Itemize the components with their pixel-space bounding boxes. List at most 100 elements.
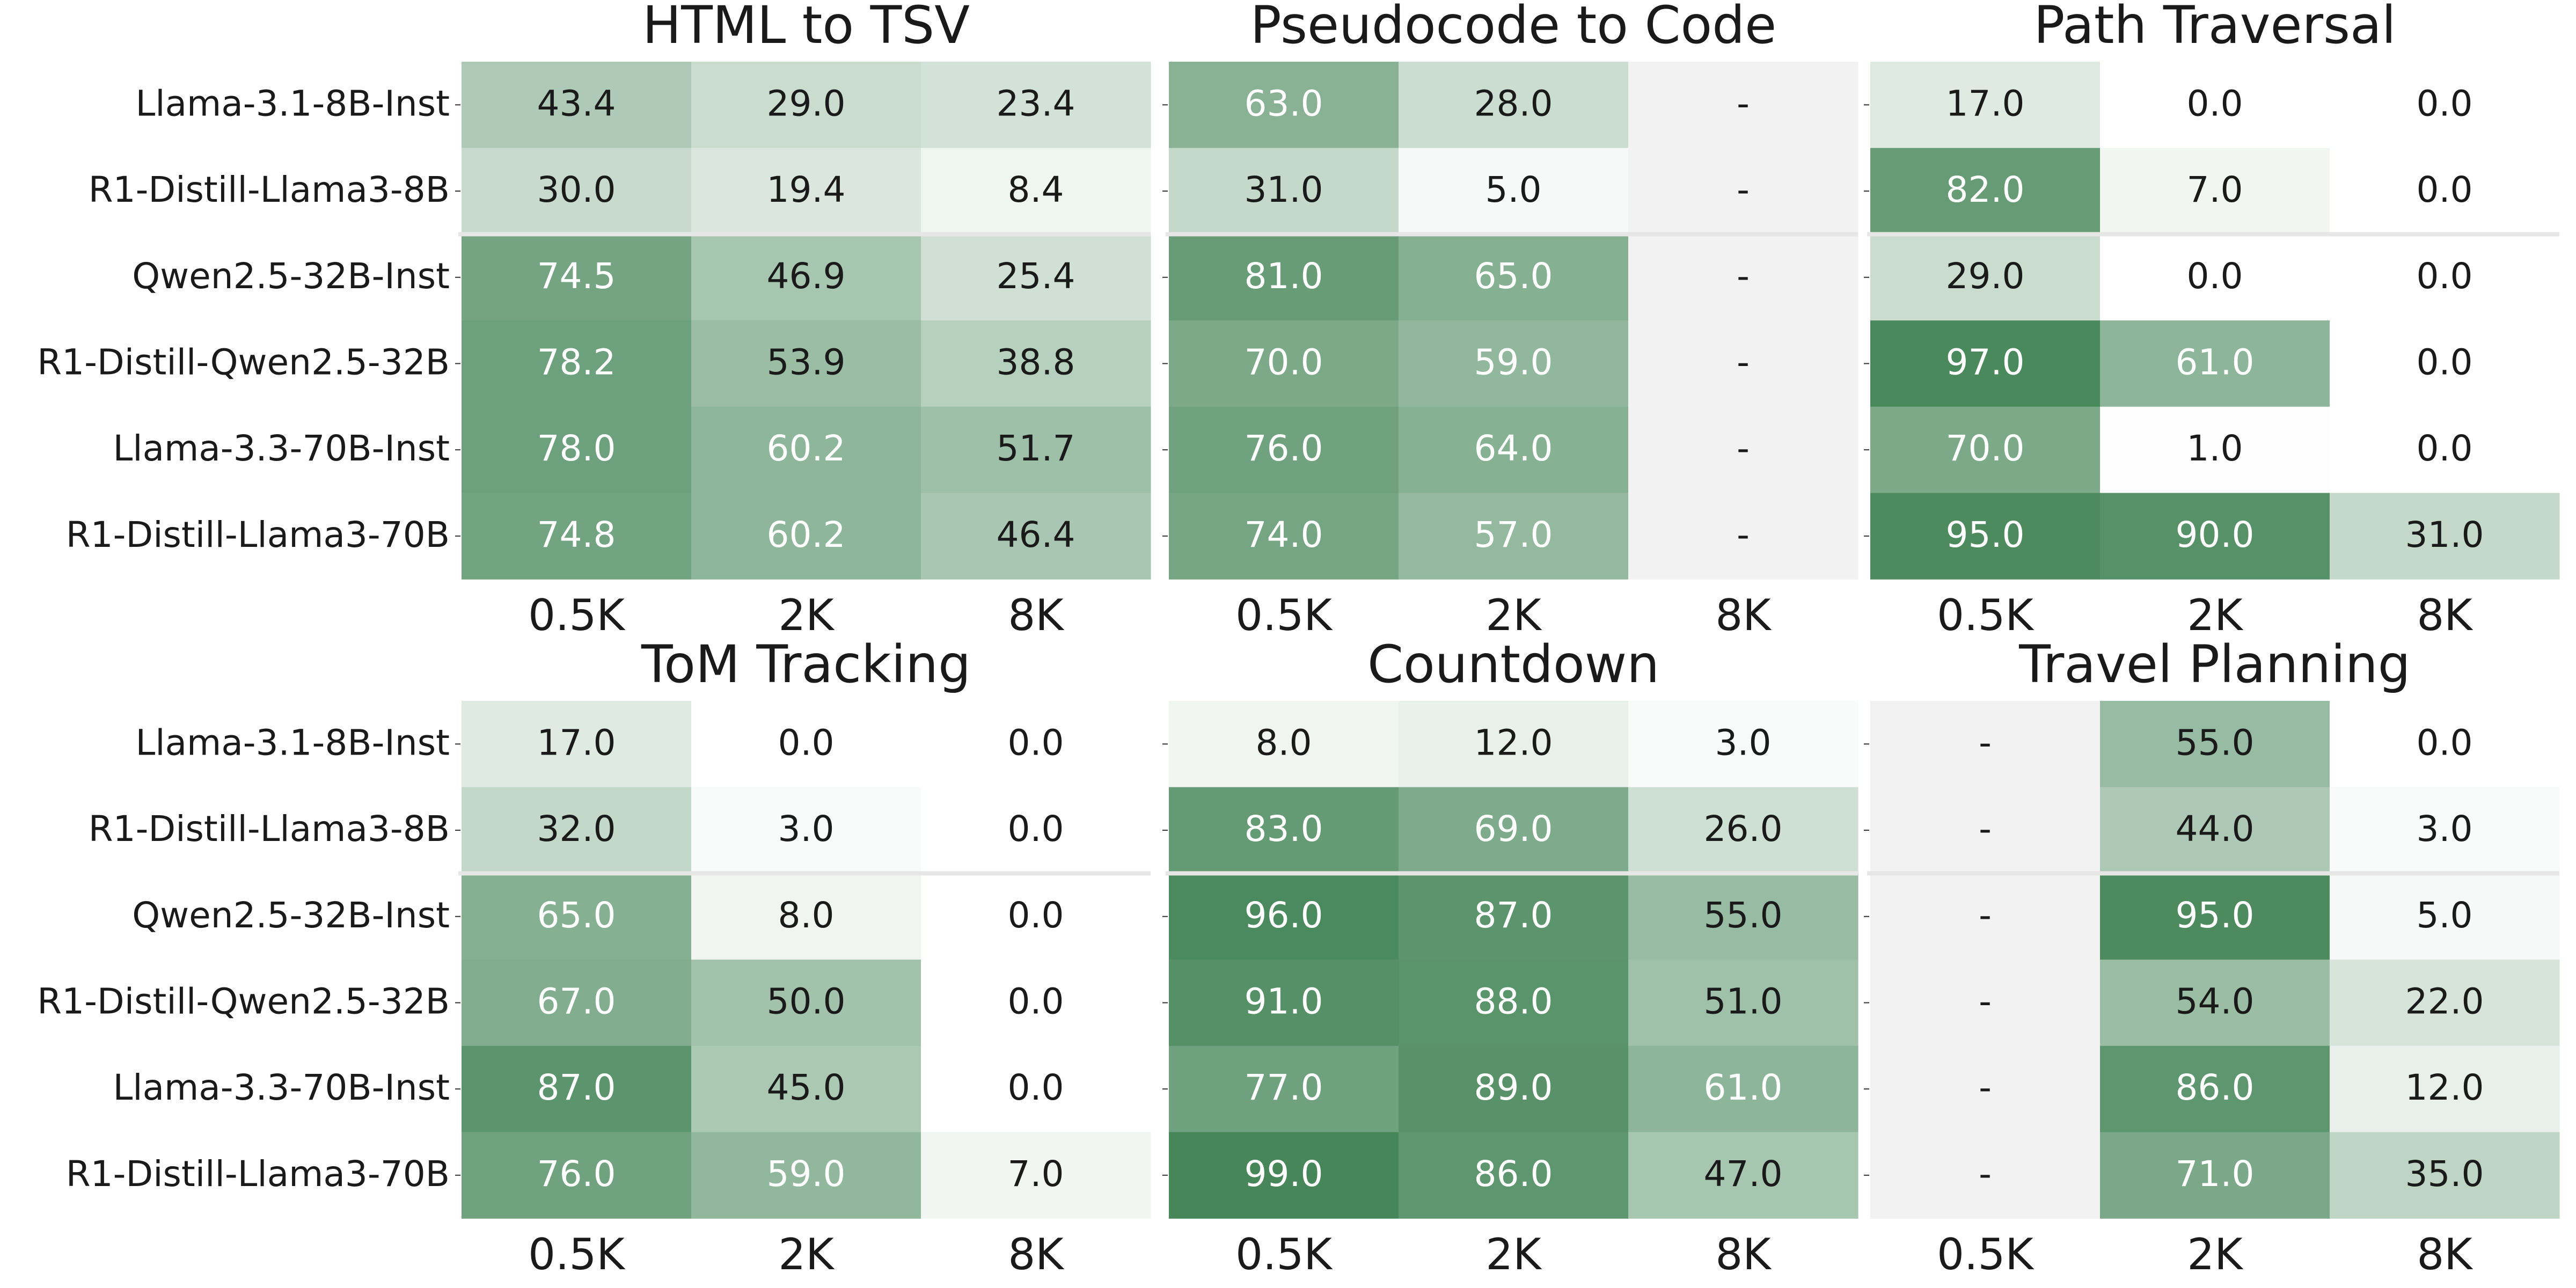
heatmap-cell [1399, 787, 1629, 874]
cell-value: 29.0 [767, 83, 846, 124]
cell-value: 86.0 [1474, 1153, 1553, 1195]
column-tick-label: 0.5K [528, 590, 626, 640]
heatmap-cell [462, 493, 692, 580]
cell-value: 8.0 [1256, 722, 1312, 763]
row-tick-label: R1-Distill-Qwen2.5-32B [37, 981, 450, 1022]
heatmap-cell [691, 493, 921, 580]
heatmap-cell [1628, 701, 1858, 788]
heatmap-cell [691, 148, 921, 235]
heatmap-cell [462, 406, 692, 494]
cell-value: 83.0 [1245, 808, 1323, 850]
heatmap-cell [1169, 62, 1399, 149]
heatmap-cell [1870, 787, 2101, 874]
cell-value: 74.0 [1245, 514, 1323, 555]
cell-value: 61.0 [1704, 1067, 1783, 1108]
panel-title: ToM Tracking [641, 634, 971, 694]
heatmap-cell [1169, 787, 1399, 874]
column-tick-label: 8K [1008, 590, 1065, 640]
heatmap-cell [2330, 493, 2560, 580]
cell-value: 45.0 [767, 1067, 846, 1108]
heatmap-cell [1628, 1132, 1858, 1219]
heatmap-cell [1169, 701, 1399, 788]
cell-value: 51.0 [1704, 981, 1783, 1022]
heatmap-cell [2100, 960, 2330, 1046]
heatmap-cell [1628, 493, 1858, 580]
cell-value: 78.2 [537, 342, 616, 383]
cell-value: 5.0 [1485, 169, 1542, 210]
cell-value: 77.0 [1245, 1067, 1323, 1108]
cell-value: 82.0 [1946, 169, 2025, 210]
heatmap-cell [691, 701, 921, 788]
heatmap-cell [1628, 320, 1858, 407]
heatmap-cell [2330, 873, 2560, 960]
row-tick-label: R1-Distill-Llama3-8B [89, 808, 450, 850]
heatmap-cell [462, 62, 692, 149]
cell-value: 38.8 [997, 342, 1075, 383]
heatmap-cell [921, 148, 1151, 235]
cell-value: - [1979, 1153, 1992, 1195]
heatmap-cell [462, 320, 692, 407]
heatmap-cell [1628, 62, 1858, 149]
heatmap-cell [1169, 1045, 1399, 1133]
cell-value: 7.0 [2187, 169, 2243, 210]
cell-value: 90.0 [2176, 514, 2255, 555]
row-tick-label: R1-Distill-Llama3-70B [66, 514, 450, 555]
heatmap-cell [691, 62, 921, 149]
cell-value: 31.0 [1245, 169, 1323, 210]
column-tick-label: 2K [2187, 590, 2244, 640]
cell-value: 87.0 [1474, 895, 1553, 936]
heatmap-cell [462, 787, 692, 874]
heatmap-cell [462, 701, 692, 788]
heatmap-cell [1870, 873, 2101, 960]
cell-value: 91.0 [1245, 981, 1323, 1022]
heatmap-cell [1870, 701, 2101, 788]
heatmap-cell [921, 873, 1151, 960]
cell-value: 86.0 [2176, 1067, 2255, 1108]
heatmap-cell [1628, 234, 1858, 321]
heatmap-cell [1628, 960, 1858, 1046]
cell-value: 88.0 [1474, 981, 1553, 1022]
heatmap-cell [2330, 320, 2560, 407]
cell-value: - [1737, 169, 1750, 210]
heatmap-cell [921, 234, 1151, 321]
heatmap-cell [691, 873, 921, 960]
heatmap-cell [2100, 1045, 2330, 1133]
heatmap-cell [1169, 960, 1399, 1046]
cell-value: 81.0 [1245, 255, 1323, 297]
cell-value: - [1979, 981, 1992, 1022]
cell-value: 0.0 [1008, 1067, 1064, 1108]
heatmap-cell [1870, 1045, 2101, 1133]
heatmap-cell [921, 406, 1151, 494]
cell-value: 0.0 [1008, 808, 1064, 850]
cell-value: 0.0 [2417, 428, 2473, 469]
heatmap-cell [2100, 234, 2330, 321]
heatmap-cell [1399, 148, 1629, 235]
cell-value: 46.4 [997, 514, 1075, 555]
cell-value: 1.0 [2187, 428, 2243, 469]
cell-value: 50.0 [767, 981, 846, 1022]
cell-value: 8.0 [778, 895, 835, 936]
heatmap-cell [921, 1132, 1151, 1219]
column-tick-label: 0.5K [1937, 590, 2035, 640]
heatmap-cell [921, 1045, 1151, 1133]
heatmap-cell [2100, 406, 2330, 494]
heatmap-cell [1399, 320, 1629, 407]
cell-value: 5.0 [2417, 895, 2473, 936]
heatmap-cell [1399, 1045, 1629, 1133]
cell-value: 30.0 [537, 169, 616, 210]
cell-value: 78.0 [537, 428, 616, 469]
row-tick-label: Llama-3.1-8B-Inst [135, 83, 450, 124]
heatmap-cell [1628, 1045, 1858, 1133]
cell-value: 59.0 [1474, 342, 1553, 383]
row-tick-label: Llama-3.3-70B-Inst [113, 428, 450, 469]
heatmap-cell [1870, 234, 2101, 321]
cell-value: - [1737, 514, 1750, 555]
heatmap-cell [1169, 234, 1399, 321]
column-tick-label: 8K [1715, 1230, 1772, 1279]
column-tick-label: 8K [2417, 1230, 2473, 1279]
cell-value: 61.0 [2176, 342, 2255, 383]
row-tick-label: Qwen2.5-32B-Inst [132, 255, 450, 297]
cell-value: 99.0 [1245, 1153, 1323, 1195]
column-tick-label: 2K [1485, 590, 1542, 640]
column-tick-label: 0.5K [1235, 1230, 1333, 1279]
